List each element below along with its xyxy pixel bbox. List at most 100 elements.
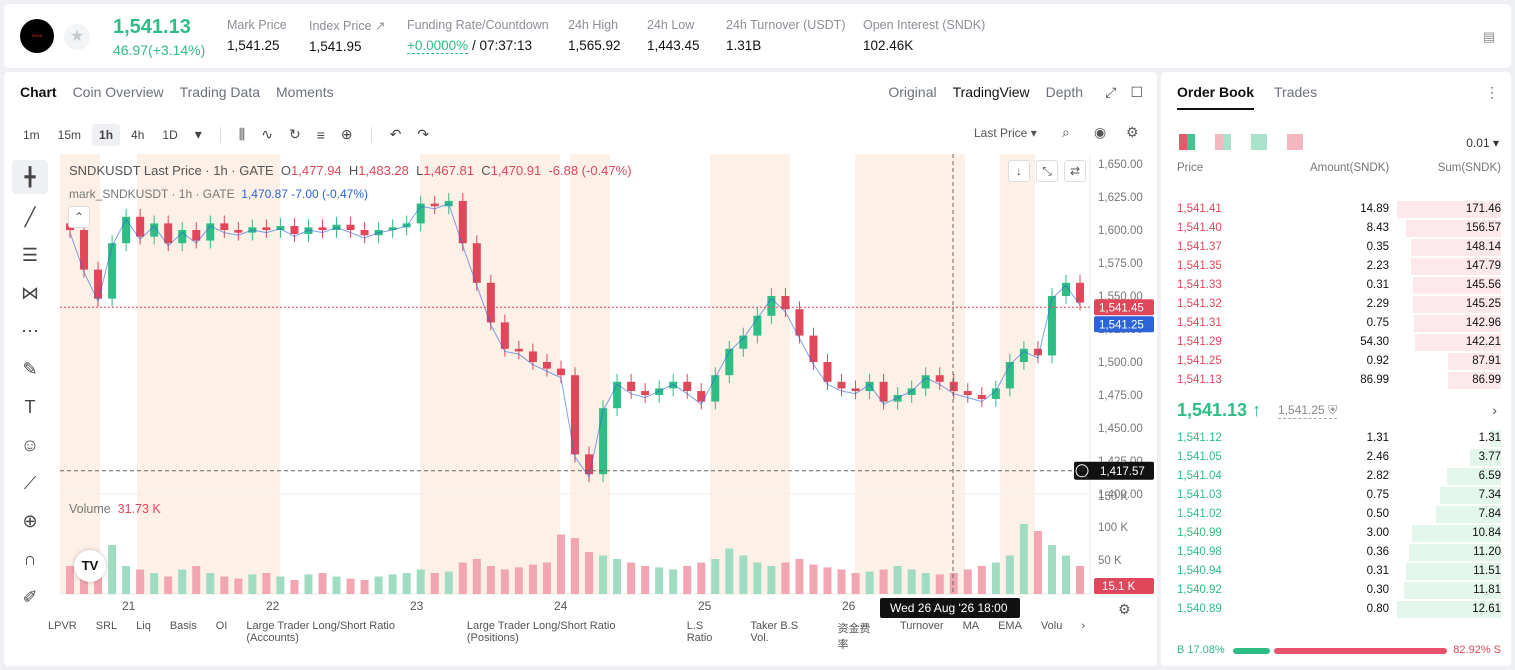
volume-bar (669, 569, 678, 594)
price-source-select[interactable]: Last Price ▾ (974, 126, 1037, 140)
tab-coin-overview[interactable]: Coin Overview (72, 84, 164, 100)
camera-icon[interactable]: ◉ (1094, 124, 1107, 140)
indicators-icon[interactable]: ∿ (261, 126, 273, 142)
indicator-6[interactable]: Large Trader Long/Short Ratio (Positions… (466, 620, 616, 644)
settings-icon[interactable]: ⚙ (1118, 602, 1131, 618)
crosshair-icon[interactable]: ╋ (12, 160, 48, 194)
text-tool-icon[interactable]: T (24, 396, 36, 417)
favorite-star-icon[interactable]: ★ (64, 24, 90, 50)
expand-icon[interactable]: ⤢ (1105, 84, 1117, 100)
emoji-icon[interactable]: ☺ (20, 434, 40, 455)
collapse-icon[interactable]: ⤡ (1036, 160, 1058, 182)
timeframe-15m[interactable]: 15m (57, 127, 82, 142)
ask-row[interactable]: 1,541.31 0.75 142.96 (1177, 314, 1501, 333)
ask-row[interactable]: 1,541.37 0.35 148.14 (1177, 238, 1501, 257)
ask-row[interactable]: 1,541.29 54.30 142.21 (1177, 333, 1501, 352)
ask-row[interactable]: 1,541.32 2.29 145.25 (1177, 295, 1501, 314)
indicator-bar: LPVR SRL Liq Basis OI Large Trader Long/Short… (4, 620, 1104, 651)
indicator-9[interactable]: 资金费率 (837, 623, 871, 651)
timeframe-1d[interactable]: 1D (162, 127, 178, 142)
price-chart[interactable]: 1,650.001,625.001,600.001,575.001,550.00… (60, 154, 1157, 666)
tradingview-logo[interactable]: TV (74, 550, 106, 582)
timeframe-1h[interactable]: 1h (92, 123, 121, 146)
ask-row[interactable]: 1,541.35 2.23 147.79 (1177, 257, 1501, 276)
tab-moments[interactable]: Moments (276, 84, 334, 100)
ask-row[interactable]: 1,541.33 0.31 145.56 (1177, 276, 1501, 295)
bid-row[interactable]: 1,541.05 2.46 3.77 (1177, 448, 1501, 467)
price-step-select[interactable]: 0.01 ▾ (1466, 136, 1499, 150)
timeframe-1m[interactable]: 1m (23, 127, 40, 142)
layout-icon[interactable]: ▤ (1483, 29, 1496, 44)
pencil-lock-icon[interactable]: ✐ (22, 586, 38, 607)
tab-trading-data[interactable]: Trading Data (179, 84, 261, 100)
settings-gear-icon[interactable]: ⚙ (1126, 124, 1139, 140)
ruler-icon[interactable]: ⟋ (23, 472, 37, 493)
indicator-7[interactable]: L.S Ratio (686, 620, 713, 644)
candlestick-type-icon[interactable]: ⫼ (238, 126, 246, 142)
indicator-3[interactable]: Basis (169, 620, 197, 632)
bid-row[interactable]: 1,540.99 3.00 10.84 (1177, 524, 1501, 543)
indicator-13[interactable]: Volu (1040, 620, 1063, 632)
timeframe-4h[interactable]: 4h (131, 127, 145, 142)
row-sum: 6.59 (1478, 470, 1501, 482)
undo-icon[interactable]: ↶ (389, 126, 402, 142)
trendline-icon[interactable]: ╱ (24, 206, 36, 227)
add-alert-plus-icon[interactable] (1075, 464, 1089, 478)
bid-row[interactable]: 1,541.12 1.31 1.31 (1177, 429, 1501, 448)
templates-icon[interactable]: ≡ (316, 126, 325, 143)
ask-row[interactable]: 1,541.25 0.92 87.91 (1177, 352, 1501, 371)
bid-row[interactable]: 1,540.94 0.31 11.51 (1177, 562, 1501, 581)
stat-label[interactable]: Funding Rate/Countdown (407, 18, 549, 32)
bid-row[interactable]: 1,541.03 0.75 7.34 (1177, 486, 1501, 505)
ask-row[interactable]: 1,541.41 14.89 171.46 (1177, 200, 1501, 219)
bid-row[interactable]: 1,540.98 0.36 11.20 (1177, 543, 1501, 562)
chevron-down-icon[interactable]: ▾ (194, 126, 202, 142)
search-icon[interactable]: ⌕ (1062, 124, 1070, 140)
brush-icon[interactable]: ✎ (22, 358, 38, 379)
window-icon[interactable]: ☐ (1130, 84, 1143, 100)
chevron-right-icon[interactable]: › (1081, 620, 1085, 632)
bid-row[interactable]: 1,540.89 0.80 12.61 (1177, 600, 1501, 619)
redo-icon[interactable]: ↷ (417, 126, 430, 142)
tab-chart[interactable]: Chart (20, 84, 57, 100)
stat-1: Index Price ↗ 1,541.95 (309, 18, 385, 54)
pattern-icon[interactable]: ⋈ (21, 282, 39, 303)
toggle-icon[interactable]: ⇄ (1064, 160, 1086, 182)
funding-rate[interactable]: +0.0000% (407, 38, 469, 54)
ask-row[interactable]: 1,541.13 86.99 86.99 (1177, 371, 1501, 390)
chevron-right-icon[interactable]: › (1492, 402, 1497, 418)
replay-icon[interactable]: ↻ (288, 126, 301, 142)
tab-tradingview[interactable]: TradingView (952, 84, 1030, 100)
indicator-10[interactable]: Turnover (899, 620, 944, 632)
indicator-1[interactable]: SRL (95, 620, 118, 632)
view-bids-icon[interactable] (1251, 134, 1267, 150)
add-alert-icon[interactable]: ⊕ (340, 126, 353, 142)
collapse-legend-button[interactable]: ⌃ (68, 206, 90, 228)
depth-bar (1406, 220, 1501, 237)
view-asks-icon[interactable] (1287, 134, 1303, 150)
indicator-5[interactable]: Large Trader Long/Short Ratio (Accounts) (246, 620, 395, 644)
projection-icon[interactable]: ⋯ (21, 320, 39, 341)
ask-row[interactable]: 1,541.40 8.43 156.57 (1177, 219, 1501, 238)
view-both-icon[interactable] (1179, 134, 1195, 150)
legend-high: 1,483.28 (358, 163, 409, 178)
tab-order-book[interactable]: Order Book (1177, 84, 1255, 110)
tab-trades[interactable]: Trades (1274, 84, 1318, 100)
indicator-2[interactable]: Liq (136, 620, 151, 632)
zoom-in-icon[interactable]: ⊕ (22, 510, 38, 531)
indicator-11[interactable]: MA (962, 620, 980, 632)
view-split-icon[interactable] (1215, 134, 1231, 150)
bid-row[interactable]: 1,541.04 2.82 6.59 (1177, 467, 1501, 486)
magnet-icon[interactable]: ∩ (23, 548, 37, 569)
indicator-0[interactable]: LPVR (48, 620, 77, 632)
fib-icon[interactable]: ☰ (21, 244, 39, 265)
bid-row[interactable]: 1,541.02 0.50 7.84 (1177, 505, 1501, 524)
tab-original[interactable]: Original (888, 84, 937, 100)
indicator-12[interactable]: EMA (998, 620, 1022, 632)
more-options-icon[interactable]: ⋮ (1485, 84, 1499, 100)
tab-depth[interactable]: Depth (1045, 84, 1083, 100)
scroll-down-icon[interactable]: ↓ (1008, 160, 1030, 182)
indicator-8[interactable]: Taker B.S Vol. (750, 620, 799, 644)
bid-row[interactable]: 1,540.92 0.30 11.81 (1177, 581, 1501, 600)
indicator-4[interactable]: OI (215, 620, 228, 632)
